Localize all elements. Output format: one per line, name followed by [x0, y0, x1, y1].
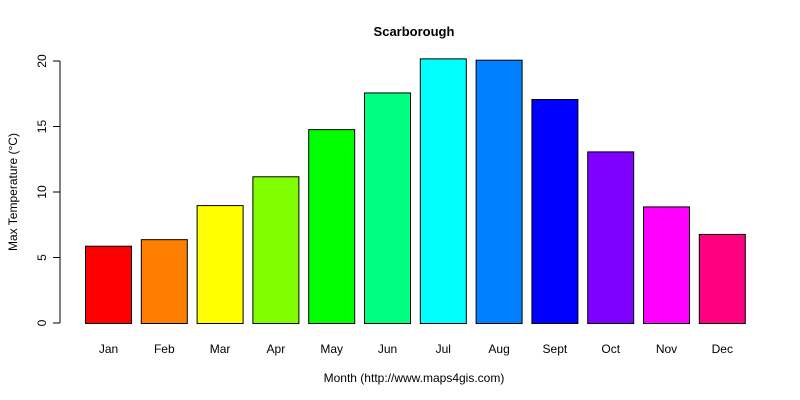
bar-mar [196, 205, 244, 325]
bar-apr [252, 176, 300, 324]
bar-may [308, 129, 356, 324]
x-tick-label: Sept [543, 342, 568, 356]
bar-jan [85, 245, 132, 325]
x-tick-label: Feb [154, 342, 175, 356]
x-tick-label: Oct [601, 342, 620, 356]
chart-title: Scarborough [373, 24, 455, 39]
y-tick-label: 5 [35, 254, 49, 261]
bar-nov [643, 206, 690, 324]
bar-jun [364, 92, 411, 324]
bar-sept [531, 98, 579, 324]
y-tick-label: 10 [35, 185, 49, 199]
y-tick-label: 0 [35, 319, 49, 326]
x-tick-label: Apr [267, 342, 286, 356]
bar-oct [587, 151, 635, 324]
x-tick-label: May [320, 342, 343, 356]
x-tick-label: Mar [210, 342, 231, 356]
x-tick-label: Jun [378, 342, 397, 356]
bar-dec [698, 233, 746, 324]
x-axis-label: Month (http://www.maps4gis.com) [323, 371, 505, 385]
bar-jul [419, 58, 467, 324]
y-tick-label: 20 [35, 54, 49, 68]
bar-feb [140, 239, 188, 324]
x-tick-label: Nov [656, 342, 677, 356]
bar-aug [475, 59, 523, 324]
x-tick-label: Dec [712, 342, 733, 356]
x-tick-label: Jul [436, 342, 451, 356]
y-tick-label: 15 [35, 120, 49, 134]
x-tick-label: Jan [99, 342, 118, 356]
x-tick-label: Aug [488, 342, 509, 356]
